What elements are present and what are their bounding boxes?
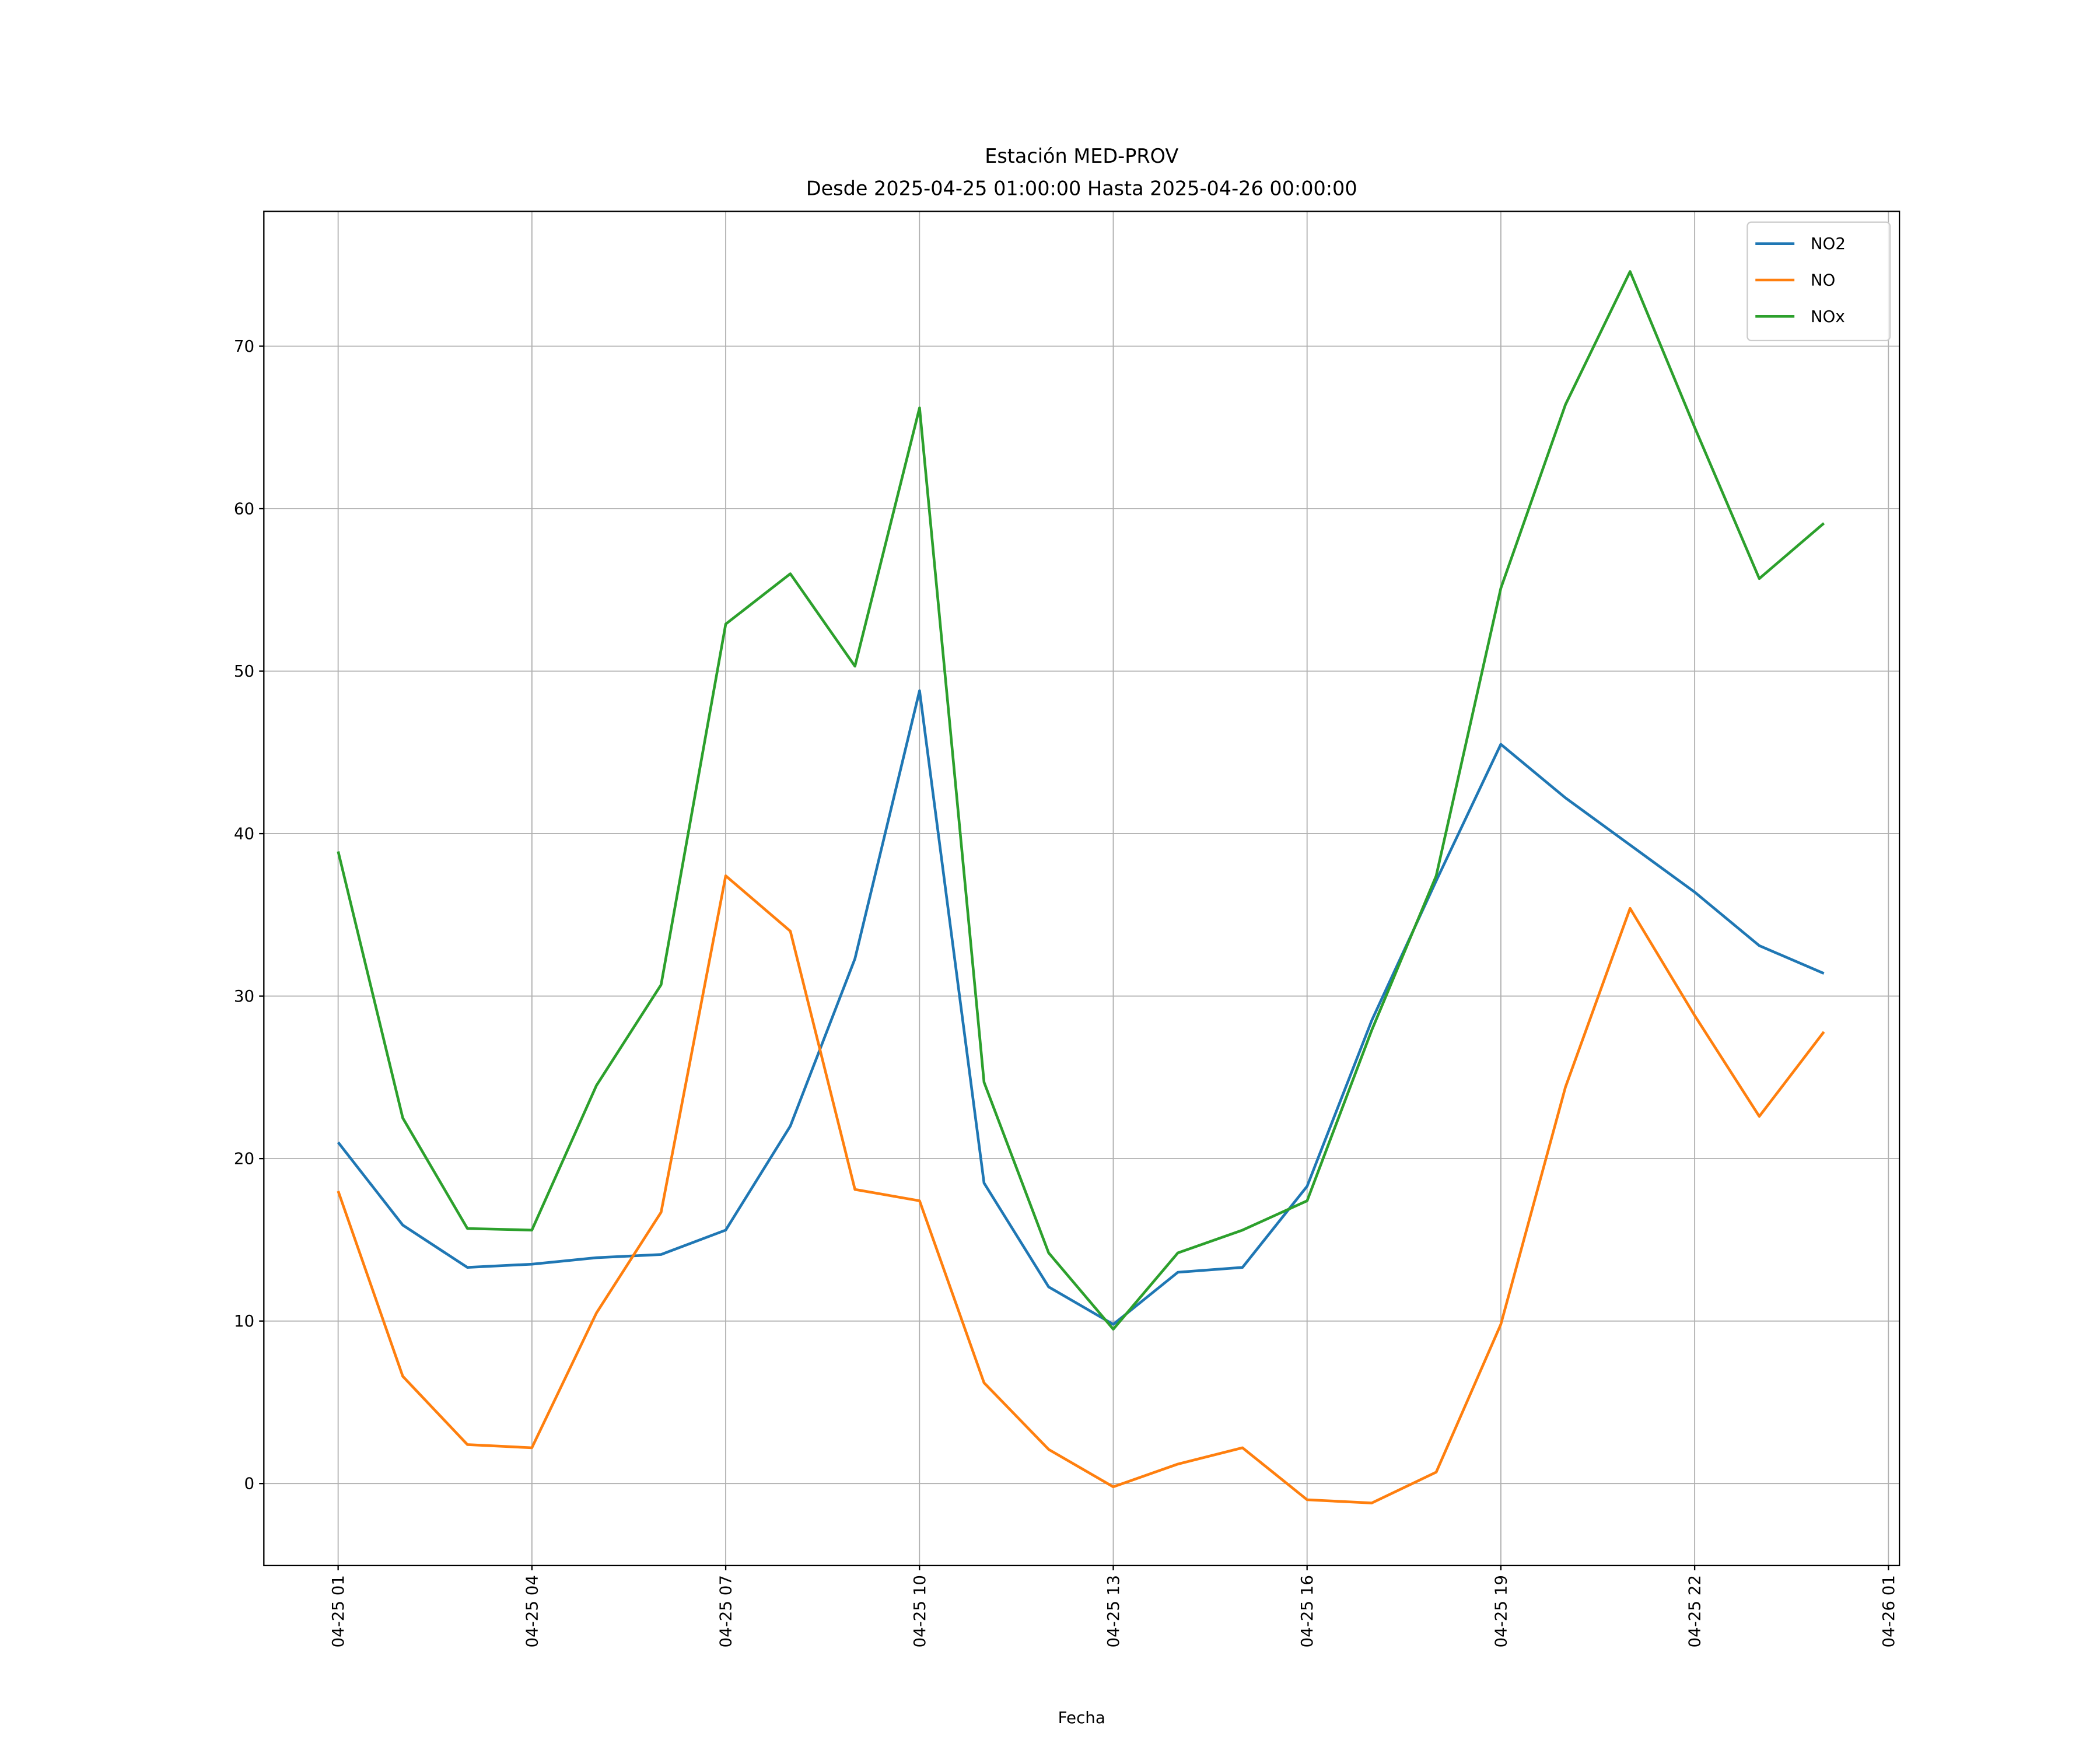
- x-tick-label: 04-25 22: [1685, 1575, 1704, 1648]
- legend: NO2 NO NOx: [1746, 221, 1891, 341]
- y-tick-label: 10: [234, 1311, 254, 1331]
- legend-label-no: NO: [1811, 271, 1836, 290]
- x-tick-label: 04-25 16: [1297, 1575, 1317, 1648]
- legend-box: [1746, 221, 1891, 341]
- axis-ticks: 04-25 01 04-25 04 04-25 07 04-25 10 04-25 13…: [234, 337, 1898, 1648]
- y-tick-label: 0: [244, 1474, 255, 1493]
- x-tick-label: 04-25 01: [328, 1575, 348, 1648]
- y-tick-label: 50: [234, 662, 254, 681]
- legend-label-no2: NO2: [1811, 234, 1846, 253]
- grid: [264, 211, 1900, 1566]
- series-line-no: [337, 874, 1825, 1504]
- chart-title: Estación MED-PROV: [985, 145, 1178, 167]
- x-tick-label: 04-26 01: [1879, 1575, 1898, 1648]
- x-tick-label: 04-25 07: [716, 1575, 736, 1648]
- plot-frame: [263, 211, 1901, 1566]
- legend-label-nox: NOx: [1811, 307, 1845, 326]
- series-line-nox: [337, 270, 1825, 1331]
- y-tick-label: 70: [234, 337, 254, 356]
- x-tick-label: 04-25 19: [1491, 1575, 1510, 1648]
- y-tick-label: 40: [234, 824, 254, 844]
- series-line-no2: [337, 689, 1825, 1326]
- x-tick-label: 04-25 10: [910, 1575, 929, 1648]
- x-tick-label: 04-25 04: [522, 1575, 541, 1648]
- y-tick-label: 60: [234, 499, 254, 519]
- series-lines: [337, 270, 1825, 1504]
- y-tick-label: 20: [234, 1149, 254, 1168]
- x-axis-label: Fecha: [1058, 1708, 1105, 1727]
- y-tick-label: 30: [234, 986, 254, 1006]
- chart-subtitle: Desde 2025-04-25 01:00:00 Hasta 2025-04-…: [806, 177, 1357, 200]
- x-tick-label: 04-25 13: [1104, 1575, 1123, 1648]
